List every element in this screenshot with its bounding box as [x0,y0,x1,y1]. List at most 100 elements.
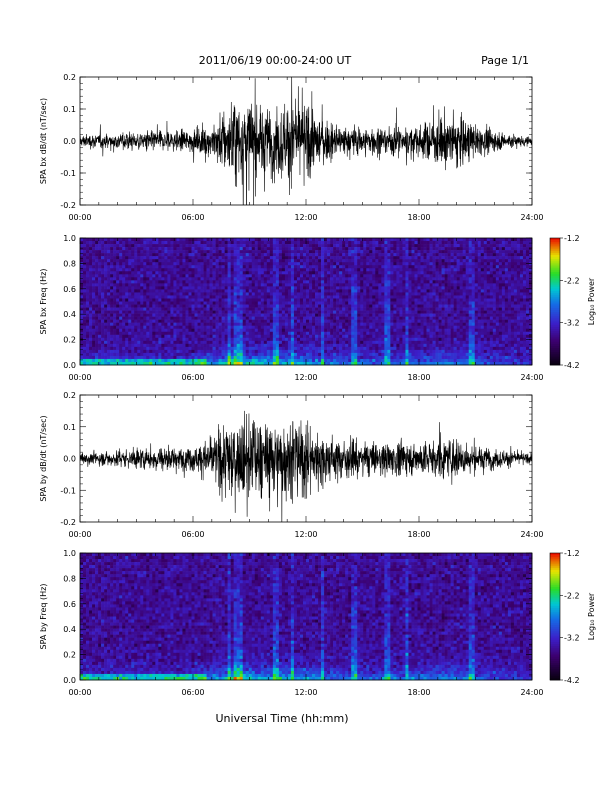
spectrogram-cell [303,265,306,268]
spectrogram-cell [324,244,327,247]
spectrogram-cell [270,271,273,274]
spectrogram-cell [204,317,207,320]
spectrogram-cell [303,253,306,256]
spectrogram-cell [179,332,182,335]
spectrogram-cell [351,338,354,341]
spectrogram-cell [408,317,411,320]
spectrogram-cell [339,359,342,362]
spectrogram-cell [396,308,399,311]
spectrogram-cell [270,247,273,250]
spectrogram-cell [273,253,276,256]
spectrogram-cell [152,326,155,329]
spectrogram-cell [155,262,158,265]
spectrogram-cell [119,302,122,305]
spectrogram-cell [408,344,411,347]
spectrogram-cell [360,302,363,305]
spectrogram-cell [146,271,149,274]
spectrogram-cell [204,320,207,323]
spectrogram-cell [318,280,321,283]
spectrogram-cell [137,241,140,244]
spectrogram-cell [225,305,228,308]
spectrogram-cell [417,338,420,341]
spectrogram-cell [231,268,234,271]
spectrogram-cell [354,344,357,347]
spectrogram-cell [146,317,149,320]
spectrogram-cell [167,347,170,350]
spectrogram-cell [315,353,318,356]
spectrogram-cell [372,256,375,259]
spectrogram-cell [170,353,173,356]
spectrogram-cell [89,359,92,362]
spectrogram-cell [427,350,430,353]
spectrogram-cell [128,332,131,335]
spectrogram-cell [264,253,267,256]
spectrogram-cell [92,335,95,338]
spectrogram-cell [95,262,98,265]
spectrogram-cell [369,283,372,286]
spectrogram-cell [354,329,357,332]
spectrogram-cell [137,329,140,332]
spectrogram-cell [321,277,324,280]
spectrogram-cell [107,332,110,335]
spectrogram-cell [219,326,222,329]
spectrogram-cell [336,341,339,344]
spectrogram-cell [149,268,152,271]
spectrogram-cell [430,247,433,250]
spectrogram-cell [116,289,119,292]
spectrogram-cell [348,317,351,320]
spectrogram-cell [294,268,297,271]
spectrogram-cell [375,341,378,344]
spectrogram-cell [92,292,95,295]
spectrogram-cell [363,277,366,280]
spectrogram-cell [122,317,125,320]
spectrogram-cell [86,332,89,335]
spectrogram-cell [399,253,402,256]
spectrogram-cell [216,289,219,292]
spectrogram-cell [167,320,170,323]
spectrogram-cell [318,265,321,268]
spectrogram-cell [297,250,300,253]
spectrogram-cell [216,295,219,298]
spectrogram-cell [182,302,185,305]
spectrogram-cell [140,341,143,344]
spectrogram-cell [167,247,170,250]
spectrogram-cell [306,359,309,362]
spectrogram-cell [246,326,249,329]
spectrogram-cell [137,338,140,341]
spectrogram-cell [170,271,173,274]
spectrogram-cell [387,347,390,350]
spectrogram-cell [411,353,414,356]
spectrogram-cell [381,344,384,347]
spectrogram-cell [294,332,297,335]
spectrogram-cell [252,256,255,259]
spectrogram-cell [270,286,273,289]
spectrogram-cell [149,305,152,308]
spectrogram-cell [86,305,89,308]
spectrogram-cell [348,305,351,308]
spectrogram-cell [92,323,95,326]
spectrogram-cell [402,244,405,247]
spectrogram-cell [312,286,315,289]
spectrogram-cell [294,329,297,332]
spectrogram-cell [402,317,405,320]
spectrogram-cell [309,253,312,256]
spectrogram-cell [393,244,396,247]
spectrogram-cell [198,244,201,247]
spectrogram-cell [300,353,303,356]
spectrogram-cell [164,238,167,241]
spectrogram-cell [294,359,297,362]
spectrogram-cell [339,265,342,268]
spectrogram-cell [408,323,411,326]
spectrogram-cell [185,308,188,311]
spectrogram-cell [246,359,249,362]
spectrogram-cell [98,314,101,317]
spectrogram-cell [222,289,225,292]
spectrogram-cell [210,280,213,283]
spectrogram-cell [408,247,411,250]
spectrogram-cell [273,338,276,341]
spectrogram-cell [92,311,95,314]
spectrogram-cell [83,347,86,350]
spectrogram-cell [149,320,152,323]
spectrogram-cell [384,305,387,308]
